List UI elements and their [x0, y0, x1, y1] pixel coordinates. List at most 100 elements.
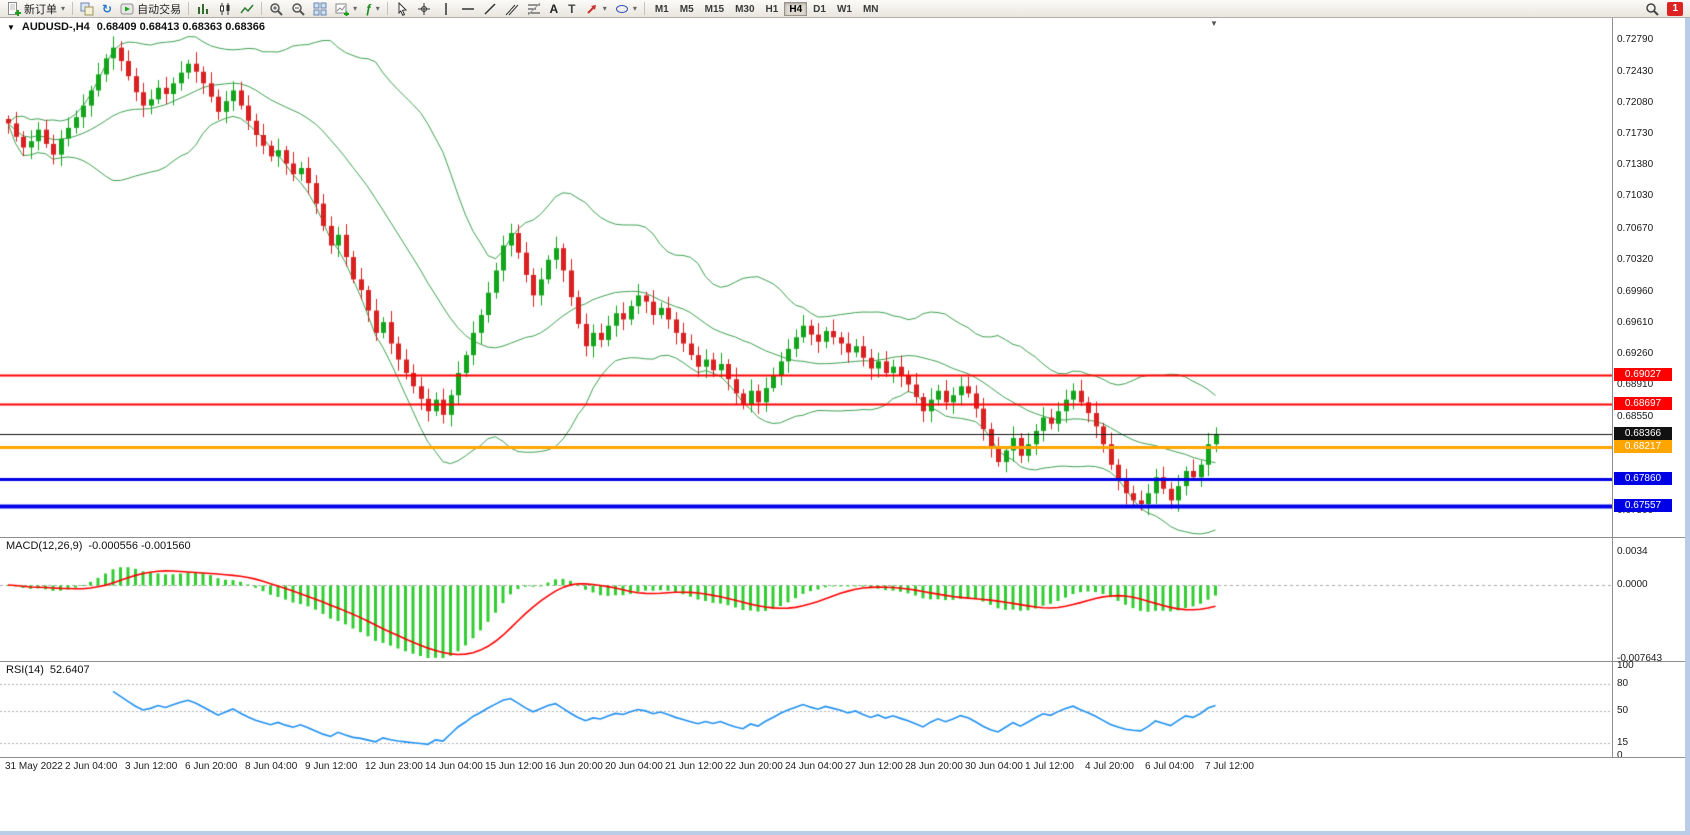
auto-trading-icon [120, 3, 134, 14]
bar-chart-button[interactable] [192, 1, 214, 17]
zoom-in-icon [270, 2, 283, 16]
axis-label: 0.71030 [1617, 190, 1654, 202]
new-chart-button[interactable] [331, 1, 361, 17]
timeframe-button-m30[interactable]: M30 [730, 2, 759, 16]
toolbar-separator [643, 2, 645, 15]
text-button[interactable]: A [545, 1, 563, 17]
label-tool-icon: T [568, 1, 576, 16]
timeframe-button-d1[interactable]: D1 [808, 2, 831, 16]
toolbar-separator [72, 2, 74, 15]
axis-label: 0 [1617, 750, 1623, 761]
alert-badge[interactable]: 1 [1667, 1, 1683, 16]
axis-label: 0.71730 [1617, 128, 1654, 140]
axis-label: 0.70670 [1617, 222, 1654, 234]
zoom-in-button[interactable] [265, 1, 287, 17]
axis-label: 0.68910 [1617, 379, 1654, 391]
axis-label: 0.72080 [1617, 96, 1654, 108]
auto-trading-button[interactable]: 自动交易 [116, 1, 185, 17]
axis-label: 15 [1617, 736, 1629, 748]
rsi-axis: 100 80 50 15 0 [1612, 660, 1685, 761]
macd-indicator-panel: MACD(12,26,9) -0.000556 -0.001560 0.0034… [0, 537, 1690, 664]
axis-label: 0.68550 [1617, 411, 1654, 423]
macd-axis: 0.0034 0.0000 -0.007643 [1612, 538, 1685, 664]
time-axis-label: 6 Jun 20:00 [185, 761, 238, 772]
search-icon [1646, 2, 1660, 16]
chart-profiles-button[interactable] [76, 1, 98, 17]
time-axis-label: 21 Jun 12:00 [665, 761, 723, 772]
tile-windows-button[interactable] [309, 1, 331, 17]
new-order-button[interactable]: 新订单 [3, 1, 69, 17]
time-axis-label: 31 May 2022 [5, 761, 63, 772]
macd-canvas[interactable] [0, 538, 1612, 661]
fibonacci-icon [527, 2, 541, 15]
timeframe-button-w1[interactable]: W1 [832, 2, 857, 16]
refresh-button[interactable]: ↻ [98, 1, 116, 17]
time-axis-label: 8 Jun 04:00 [245, 761, 298, 772]
arrows-tool-button[interactable] [581, 1, 611, 17]
time-axis-label: 9 Jun 12:00 [305, 761, 358, 772]
candlestick-chart-icon [220, 2, 230, 15]
axis-label: 0.71380 [1617, 159, 1654, 171]
main-toolbar: 新订单 ↻ 自动交易 [0, 0, 1690, 18]
windows-stack-icon [80, 2, 94, 15]
axis-label: 0.72430 [1617, 65, 1654, 77]
rsi-indicator-panel: RSI(14) 52.6407 100 80 50 15 0 [0, 660, 1690, 761]
cursor-icon [398, 1, 407, 16]
candlestick-chart-button[interactable] [214, 1, 236, 17]
macd-label: MACD(12,26,9) -0.000556 -0.001560 [6, 540, 191, 552]
rsi-value: 52.6407 [49, 664, 90, 676]
time-axis-label: 1 Jul 12:00 [1025, 761, 1074, 772]
horizontal-line-button[interactable] [457, 1, 479, 17]
vertical-line-icon [445, 2, 447, 15]
chart-dropdown-icon[interactable]: ▼ [7, 22, 15, 32]
main-chart-panel: ▼ AUDUSD-,H4 0.68409 0.68413 0.68363 0.6… [0, 18, 1690, 537]
time-axis-label: 3 Jun 12:00 [125, 761, 178, 772]
macd-values: -0.000556 -0.001560 [88, 540, 191, 552]
price-line-badge: 0.68697 [1614, 397, 1672, 411]
arrow-tool-icon [587, 4, 596, 14]
timeframe-button-m1[interactable]: M1 [650, 2, 674, 16]
time-axis[interactable]: 31 May 2022 2 Jun 04:00 3 Jun 12:00 6 Jun 2… [0, 757, 1690, 775]
time-axis-label: 20 Jun 04:00 [605, 761, 663, 772]
time-axis-label: 6 Jul 04:00 [1145, 761, 1194, 772]
channel-button[interactable] [501, 1, 523, 17]
horizontal-line-icon [461, 7, 474, 10]
time-axis-label: 15 Jun 12:00 [485, 761, 543, 772]
fibonacci-button[interactable] [523, 1, 545, 17]
time-axis-label: 24 Jun 04:00 [785, 761, 843, 772]
main-chart-canvas[interactable] [0, 18, 1612, 537]
new-chart-icon [335, 3, 350, 16]
rsi-canvas[interactable] [0, 662, 1612, 757]
chart-title: ▼ AUDUSD-,H4 0.68409 0.68413 0.68363 0.6… [7, 21, 265, 33]
axis-label: 0.69260 [1617, 348, 1654, 360]
toolbar-separator [386, 2, 388, 15]
shapes-button[interactable] [611, 1, 641, 17]
timeframe-button-h1[interactable]: H1 [761, 2, 784, 16]
price-axis[interactable]: 0.72790 0.72430 0.72080 0.71730 0.71380 0.710… [1612, 18, 1685, 537]
trendline-button[interactable] [479, 1, 501, 17]
indicators-button[interactable]: ƒ [361, 1, 384, 17]
chart-shift-marker[interactable]: ▼ [1210, 19, 1218, 28]
axis-label: 0.69610 [1617, 317, 1654, 329]
axis-label: 80 [1617, 678, 1629, 689]
cursor-button[interactable] [391, 1, 413, 17]
ellipse-shape-icon [615, 4, 628, 13]
time-axis-label: 12 Jun 23:00 [365, 761, 423, 772]
chart-window: ▼ AUDUSD-,H4 0.68409 0.68413 0.68363 0.6… [0, 18, 1690, 775]
new-order-label: 新订单 [24, 3, 57, 16]
rsi-name: RSI(14) [6, 664, 44, 676]
rsi-label: RSI(14) 52.6407 [6, 664, 90, 676]
zoom-out-button[interactable] [287, 1, 309, 17]
timeframe-button-m5[interactable]: M5 [675, 2, 699, 16]
timeframe-button-m15[interactable]: M15 [700, 2, 729, 16]
time-axis-label: 30 Jun 04:00 [965, 761, 1023, 772]
text-label-button[interactable]: T [563, 1, 581, 17]
vertical-line-button[interactable] [435, 1, 457, 17]
timeframe-button-mn[interactable]: MN [858, 2, 884, 16]
line-chart-button[interactable] [236, 1, 258, 17]
crosshair-button[interactable] [413, 1, 435, 17]
timeframe-button-h4[interactable]: H4 [784, 1, 808, 16]
equidistant-channel-icon [505, 4, 519, 15]
search-button[interactable] [1641, 1, 1663, 17]
